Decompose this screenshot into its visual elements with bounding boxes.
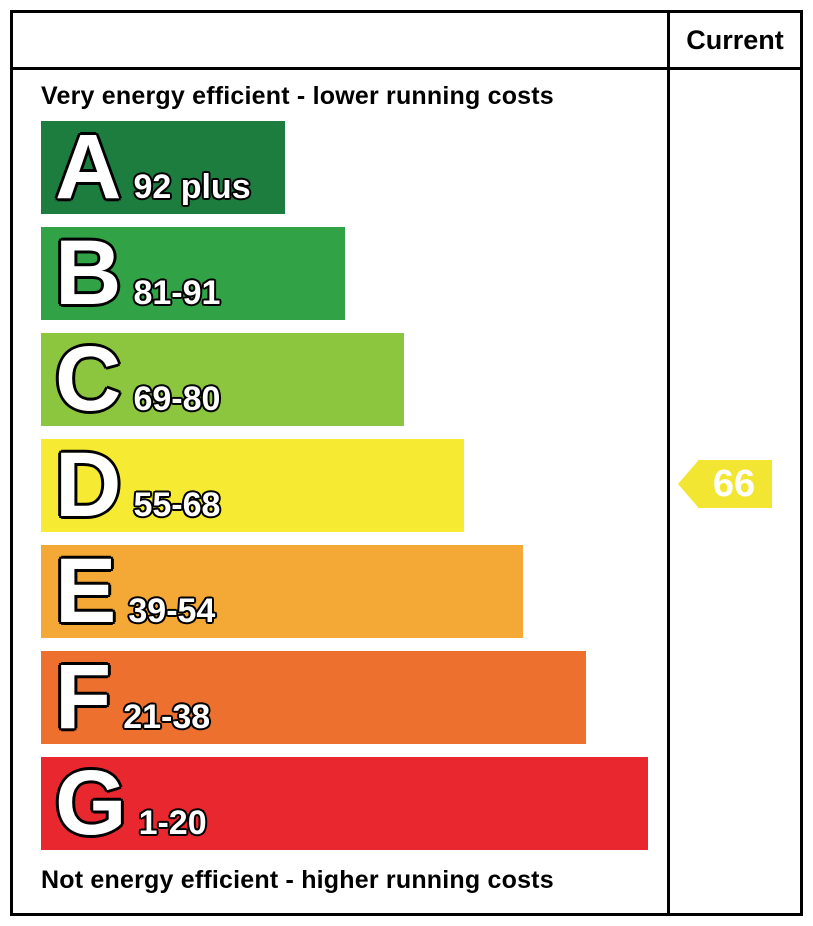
epc-rating-chart: Current Very energy efficient - lower ru… [10, 10, 803, 916]
chart-body: Very energy efficient - lower running co… [13, 70, 800, 913]
rating-bands-column: Very energy efficient - lower running co… [13, 70, 667, 913]
band-c: C 69-80 [41, 328, 405, 430]
band-range: 39-54 [128, 592, 216, 630]
current-rating-column: 66 [667, 70, 800, 913]
header-empty-cell [13, 13, 667, 67]
chart-header-row: Current [13, 13, 800, 70]
band-letter: E [55, 540, 117, 642]
band-g: G 1-20 [41, 752, 649, 854]
band-range: 1-20 [138, 804, 207, 842]
band-letter: F [55, 646, 112, 748]
band-letter: C [55, 328, 122, 430]
band-range: 69-80 [133, 380, 221, 418]
band-b: B 81-91 [41, 227, 345, 320]
band-letter: A [55, 116, 122, 218]
band-letter: G [55, 752, 127, 854]
bottom-scale-label: Not energy efficient - higher running co… [41, 866, 554, 894]
band-range: 81-91 [133, 274, 221, 312]
band-d: D 55-68 [41, 439, 464, 532]
current-column-header: Current [667, 13, 800, 67]
current-rating-arrow: 66 [678, 460, 772, 508]
current-rating-value: 66 [712, 462, 756, 505]
band-range: 92 plus [133, 168, 251, 206]
band-range: 55-68 [133, 486, 221, 524]
band-f: F 21-38 [41, 651, 586, 744]
band-a: A 92 plus [41, 116, 286, 218]
band-letter: D [55, 434, 122, 536]
top-scale-label: Very energy efficient - lower running co… [41, 82, 554, 110]
band-range: 21-38 [123, 698, 211, 736]
band-letter: B [55, 222, 122, 324]
band-e: E 39-54 [41, 540, 524, 642]
